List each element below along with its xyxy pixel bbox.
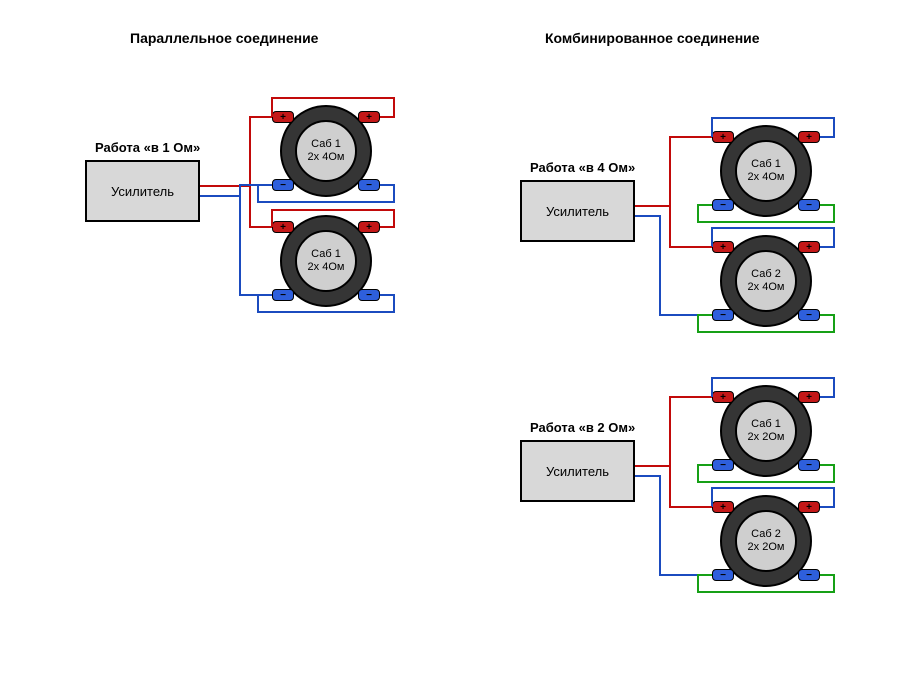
d1-sp2-tl-pos: + xyxy=(272,221,294,233)
d1-sp2-spec: 2х 4Ом xyxy=(308,261,345,274)
d1-speaker-1: Саб 1 2х 4Ом + + − − xyxy=(280,105,372,197)
d3-sp1-tr-pos: + xyxy=(798,391,820,403)
d1-sp1-tl-pos: + xyxy=(272,111,294,123)
d3-sp2-tl-pos: + xyxy=(712,501,734,513)
d3-sp1-tl-pos: + xyxy=(712,391,734,403)
d3-sp2-tr-pos: + xyxy=(798,501,820,513)
d1-sp2-bl-neg: − xyxy=(272,289,294,301)
d3-sp1-bl-neg: − xyxy=(712,459,734,471)
d1-sublabel: Работа «в 1 Ом» xyxy=(95,140,200,155)
d3-amplifier: Усилитель xyxy=(520,440,635,502)
d1-sp2-name: Саб 1 xyxy=(311,248,341,261)
d1-sp1-name: Саб 1 xyxy=(311,138,341,151)
d2-sp2-br-neg: − xyxy=(798,309,820,321)
heading-parallel: Параллельное соединение xyxy=(130,30,318,46)
heading-combined: Комбинированное соединение xyxy=(545,30,760,46)
d3-sublabel: Работа «в 2 Ом» xyxy=(530,420,635,435)
d2-sp1-br-neg: − xyxy=(798,199,820,211)
d2-sp2-name: Саб 2 xyxy=(751,268,781,281)
d1-sp2-tr-pos: + xyxy=(358,221,380,233)
d3-sp1-br-neg: − xyxy=(798,459,820,471)
d3-sp2-bl-neg: − xyxy=(712,569,734,581)
d2-speaker-2: Саб 2 2х 4Ом + + − − xyxy=(720,235,812,327)
d3-sp1-spec: 2х 2Ом xyxy=(748,431,785,444)
d2-sp2-tr-pos: + xyxy=(798,241,820,253)
d1-amplifier: Усилитель xyxy=(85,160,200,222)
d3-speaker-2: Саб 2 2х 2Ом + + − − xyxy=(720,495,812,587)
d1-speaker-2: Саб 1 2х 4Ом + + − − xyxy=(280,215,372,307)
d3-sp2-name: Саб 2 xyxy=(751,528,781,541)
d2-sp1-tl-pos: + xyxy=(712,131,734,143)
d1-sp2-br-neg: − xyxy=(358,289,380,301)
d3-speaker-1: Саб 1 2х 2Ом + + − − xyxy=(720,385,812,477)
d1-sp1-spec: 2х 4Ом xyxy=(308,151,345,164)
d3-amp-label: Усилитель xyxy=(546,464,609,479)
d2-sp1-bl-neg: − xyxy=(712,199,734,211)
d2-sp1-name: Саб 1 xyxy=(751,158,781,171)
d3-sp2-br-neg: − xyxy=(798,569,820,581)
d1-sp1-bl-neg: − xyxy=(272,179,294,191)
d2-amp-label: Усилитель xyxy=(546,204,609,219)
d2-sp1-tr-pos: + xyxy=(798,131,820,143)
d2-sp2-bl-neg: − xyxy=(712,309,734,321)
d2-speaker-1: Саб 1 2х 4Ом + + − − xyxy=(720,125,812,217)
d2-sublabel: Работа «в 4 Ом» xyxy=(530,160,635,175)
d2-sp2-spec: 2х 4Ом xyxy=(748,281,785,294)
d1-sp1-tr-pos: + xyxy=(358,111,380,123)
d3-sp2-spec: 2х 2Ом xyxy=(748,541,785,554)
d2-sp2-tl-pos: + xyxy=(712,241,734,253)
d2-sp1-spec: 2х 4Ом xyxy=(748,171,785,184)
d1-sp1-br-neg: − xyxy=(358,179,380,191)
d1-amp-label: Усилитель xyxy=(111,184,174,199)
d3-sp1-name: Саб 1 xyxy=(751,418,781,431)
d2-amplifier: Усилитель xyxy=(520,180,635,242)
